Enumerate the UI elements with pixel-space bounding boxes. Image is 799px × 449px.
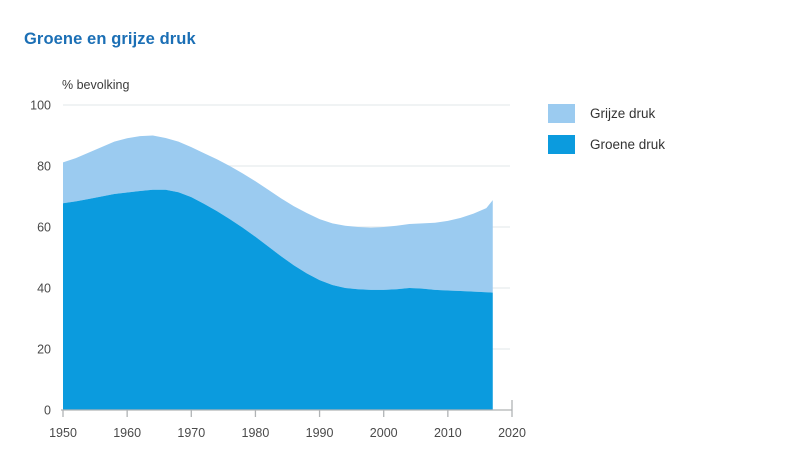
legend-swatch-grijze-druk — [548, 103, 575, 123]
page-title: Groene en grijze druk — [24, 30, 196, 48]
y-tick-label: 60 — [37, 221, 51, 235]
x-tick-label: 2000 — [370, 426, 398, 440]
legend-label-grijze-druk: Grijze druk — [590, 105, 656, 121]
legend-swatch-groene-druk — [548, 134, 575, 154]
legend-item-groene-druk[interactable]: Groene druk — [548, 134, 748, 154]
area-series-group — [63, 135, 493, 410]
y-tick-label: 100 — [30, 99, 51, 113]
axis-lines — [61, 400, 513, 417]
y-tick-labels: 0 20 40 60 80 100 — [30, 99, 51, 418]
x-tick-label: 2020 — [498, 426, 526, 440]
x-tick-label: 1950 — [49, 426, 77, 440]
x-tick-label: 1980 — [242, 426, 270, 440]
area-grijze-druk — [63, 135, 493, 293]
x-tick-label: 1990 — [306, 426, 334, 440]
chart-legend: Grijze druk Groene druk — [548, 103, 748, 165]
x-tick-labels: 1950 1960 1970 1980 1990 2000 2010 2020 — [49, 426, 526, 440]
x-tick-label: 1960 — [113, 426, 141, 440]
legend-label-groene-druk: Groene druk — [590, 136, 666, 152]
y-tick-label: 20 — [37, 343, 51, 357]
y-tick-label: 0 — [44, 404, 51, 418]
y-tick-label: 80 — [37, 160, 51, 174]
area-groene-druk — [63, 189, 493, 410]
legend-item-grijze-druk[interactable]: Grijze druk — [548, 103, 748, 123]
y-axis-label: % bevolking — [62, 78, 130, 92]
y-tick-label: 40 — [37, 282, 51, 296]
x-tick-label: 2010 — [434, 426, 462, 440]
x-tick-label: 1970 — [177, 426, 205, 440]
